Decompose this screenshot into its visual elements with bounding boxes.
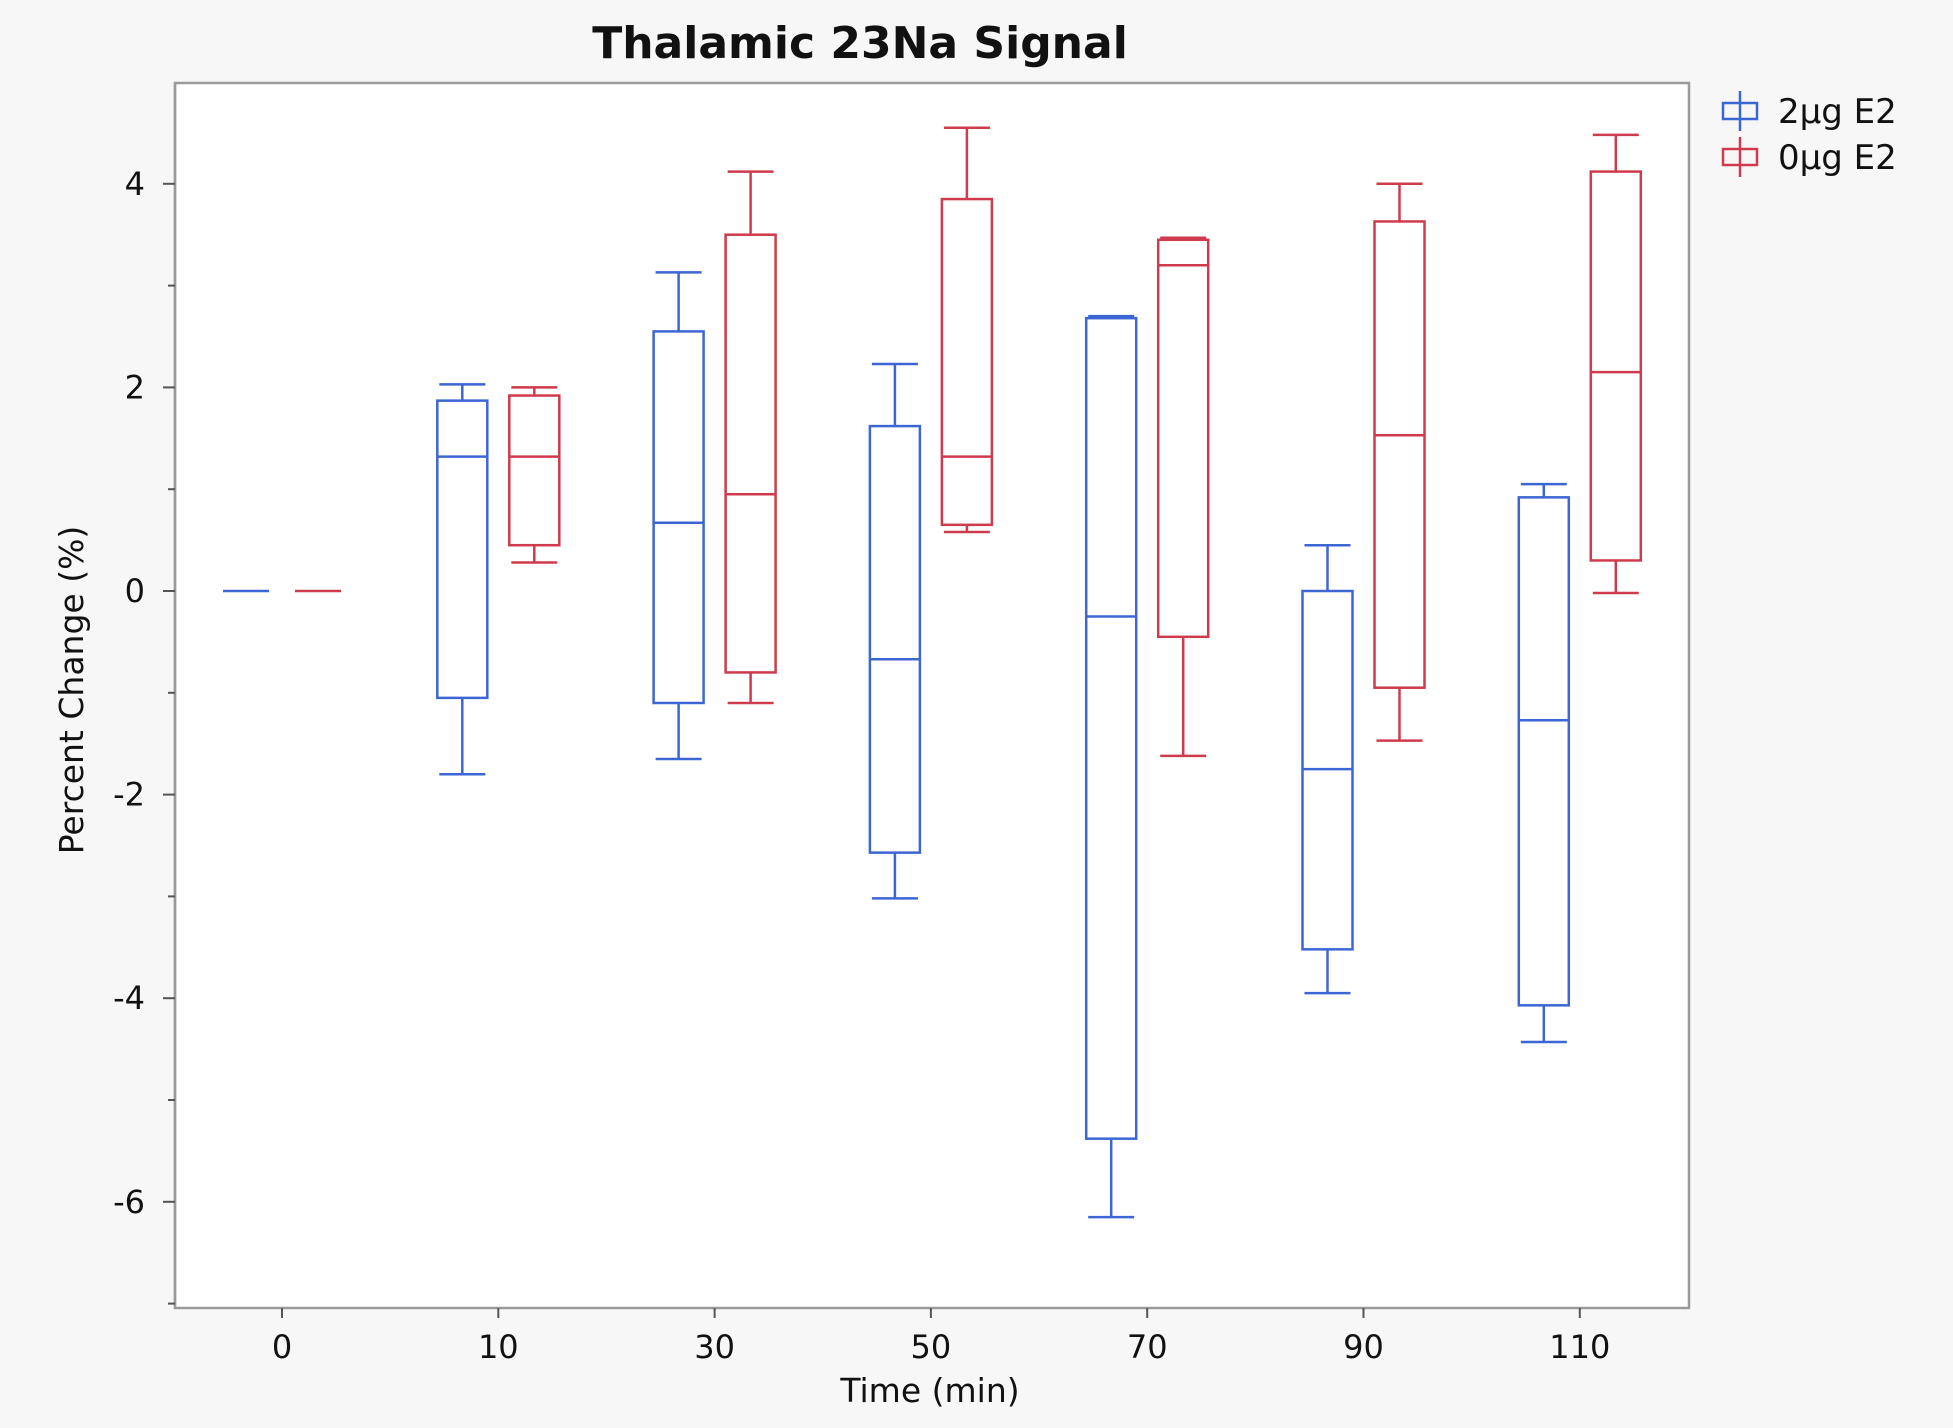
legend-item-1: 0µg E2 bbox=[1721, 137, 1897, 178]
x-tick-label: 70 bbox=[1127, 1328, 1168, 1366]
iqr-box bbox=[1373, 220, 1426, 689]
iqr-box bbox=[724, 233, 777, 674]
y-tick-label: -4 bbox=[113, 979, 145, 1017]
chart-title: Thalamic 23Na Signal bbox=[592, 18, 1128, 69]
box-70 bbox=[1084, 314, 1138, 1219]
x-tick-label: 90 bbox=[1343, 1328, 1384, 1366]
box-90 bbox=[1373, 182, 1426, 742]
iqr-box bbox=[508, 394, 561, 547]
iqr-box bbox=[1084, 316, 1138, 1140]
y-tick-label: -2 bbox=[113, 776, 145, 814]
series-red bbox=[295, 126, 1643, 758]
box-90 bbox=[1301, 543, 1354, 995]
y-tick-label: -6 bbox=[113, 1183, 145, 1221]
box-110 bbox=[1517, 482, 1571, 1044]
x-tick-label: 10 bbox=[478, 1328, 519, 1366]
box-70 bbox=[1156, 236, 1210, 758]
iqr-box bbox=[1156, 238, 1210, 639]
box-10 bbox=[436, 383, 489, 776]
iqr-box bbox=[940, 197, 994, 527]
iqr-box bbox=[1589, 170, 1643, 562]
iqr-box bbox=[868, 424, 922, 854]
y-tick-label: 0 bbox=[125, 572, 145, 610]
legend: 2µg E2 0µg E2 bbox=[1721, 91, 1897, 178]
y-tick-label: 2 bbox=[125, 368, 145, 406]
x-tick-label: 110 bbox=[1549, 1328, 1610, 1366]
box-30 bbox=[652, 271, 705, 761]
box-10 bbox=[508, 386, 561, 564]
box-30 bbox=[724, 170, 777, 705]
legend-label: 0µg E2 bbox=[1778, 138, 1897, 178]
box-series-group bbox=[223, 126, 1643, 1219]
x-tick-label: 50 bbox=[911, 1328, 952, 1366]
x-tick-label: 30 bbox=[694, 1328, 735, 1366]
iqr-box bbox=[1517, 496, 1571, 1007]
x-axis: 0 10 30 50 70 90 110 bbox=[272, 1308, 1610, 1366]
y-axis: 4 2 0 -2 -4 -6 bbox=[113, 83, 177, 1308]
y-tick-label: 4 bbox=[125, 165, 145, 203]
box-50 bbox=[940, 126, 994, 534]
iqr-box bbox=[436, 399, 489, 700]
x-axis-label: Time (min) bbox=[839, 1371, 1019, 1410]
plot-area bbox=[173, 81, 1691, 1310]
series-blue bbox=[223, 271, 1571, 1219]
legend-item-0: 2µg E2 bbox=[1721, 91, 1897, 132]
iqr-box bbox=[652, 330, 705, 705]
x-tick-label: 0 bbox=[272, 1328, 292, 1366]
legend-label: 2µg E2 bbox=[1778, 92, 1897, 132]
box-110 bbox=[1589, 133, 1643, 595]
box-50 bbox=[868, 362, 922, 900]
y-axis-label: Percent Change (%) bbox=[52, 526, 91, 855]
